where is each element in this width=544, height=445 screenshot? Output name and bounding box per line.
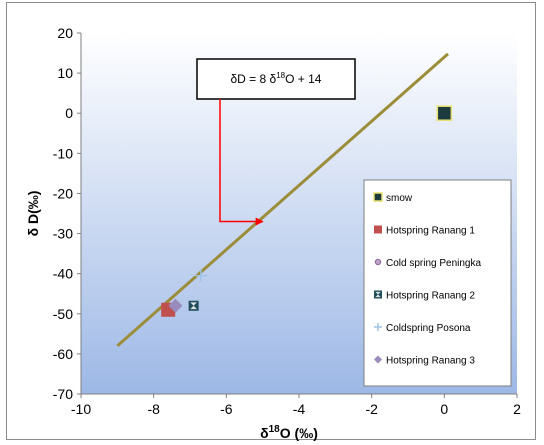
y-tick-label: 10: [57, 65, 73, 81]
x-tick-label: -6: [220, 401, 233, 417]
x-tick-label: 2: [513, 401, 521, 417]
legend-label-coldspring-posona: Coldspring Posona: [386, 323, 471, 334]
legend-label-hotspring-ranang-2: Hotspring Ranang 2: [386, 291, 475, 302]
y-tick-label: -70: [53, 386, 73, 402]
y-tick-label: -20: [53, 185, 73, 201]
point-coldspring-posona: [194, 269, 207, 282]
annotation-arrow: [219, 99, 264, 226]
y-tick-label: -60: [53, 346, 73, 362]
legend-box: [363, 179, 512, 387]
y-tick-label: -50: [53, 306, 73, 322]
legend-marker-smow: [373, 192, 383, 202]
x-tick-label: -4: [293, 401, 306, 417]
equation-label: δD = 8 δ18O + 14: [231, 71, 322, 86]
y-tick-label: -10: [53, 145, 73, 161]
point-hotspring-ranang-2-glyph: [190, 302, 197, 310]
x-tick-label: -2: [365, 401, 378, 417]
legend-marker-hotspring-ranang-2: [374, 290, 382, 299]
regression-line: [116, 52, 449, 347]
legend-marker-hotspring-ranang-3: [374, 355, 382, 364]
y-axis-title: δ D(‰): [25, 191, 41, 237]
legend-label-hotspring-ranang-3: Hotspring Ranang 3: [386, 356, 475, 367]
x-axis-title: δ18O (‰): [260, 424, 318, 441]
point-hotspring-ranang-2: [188, 300, 199, 311]
y-tick-label: -40: [53, 266, 73, 282]
y-tick-label: -30: [53, 226, 73, 242]
legend-label-smow: smow: [386, 193, 413, 204]
legend-marker-cold-spring-peningka: [374, 258, 382, 266]
legend-label-hotspring-ranang-1: Hotspring Ranang 1: [386, 226, 475, 237]
y-tick-label: 20: [57, 25, 73, 41]
legend-marker-hotspring-ranang-1: [374, 225, 382, 234]
legend-marker-coldspring-posona: [374, 323, 382, 331]
legend-marker-hotspring-ranang-2-glyph: [375, 291, 381, 298]
x-tick-label: 0: [440, 401, 448, 417]
equation-box: [196, 58, 356, 100]
y-tick-label: 0: [65, 105, 73, 121]
point-hotspring-ranang-3: [168, 298, 183, 313]
x-tick-label: -10: [71, 401, 91, 417]
legend-label-cold-spring-peningka: Cold spring Peningka: [386, 258, 481, 269]
point-smow: [436, 105, 453, 121]
x-tick-label: -8: [147, 401, 160, 417]
